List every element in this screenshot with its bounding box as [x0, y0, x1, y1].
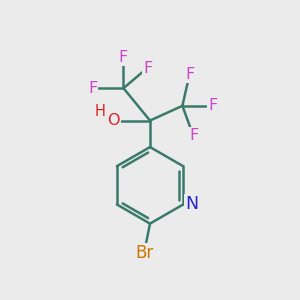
Text: F: F — [185, 67, 194, 82]
Text: F: F — [189, 128, 198, 143]
Text: N: N — [185, 196, 199, 214]
Text: F: F — [143, 61, 152, 76]
Text: O: O — [107, 113, 119, 128]
Text: F: F — [88, 81, 97, 96]
Text: F: F — [209, 98, 218, 113]
Text: Br: Br — [135, 244, 153, 262]
Text: H: H — [94, 104, 105, 119]
Text: F: F — [119, 50, 128, 65]
